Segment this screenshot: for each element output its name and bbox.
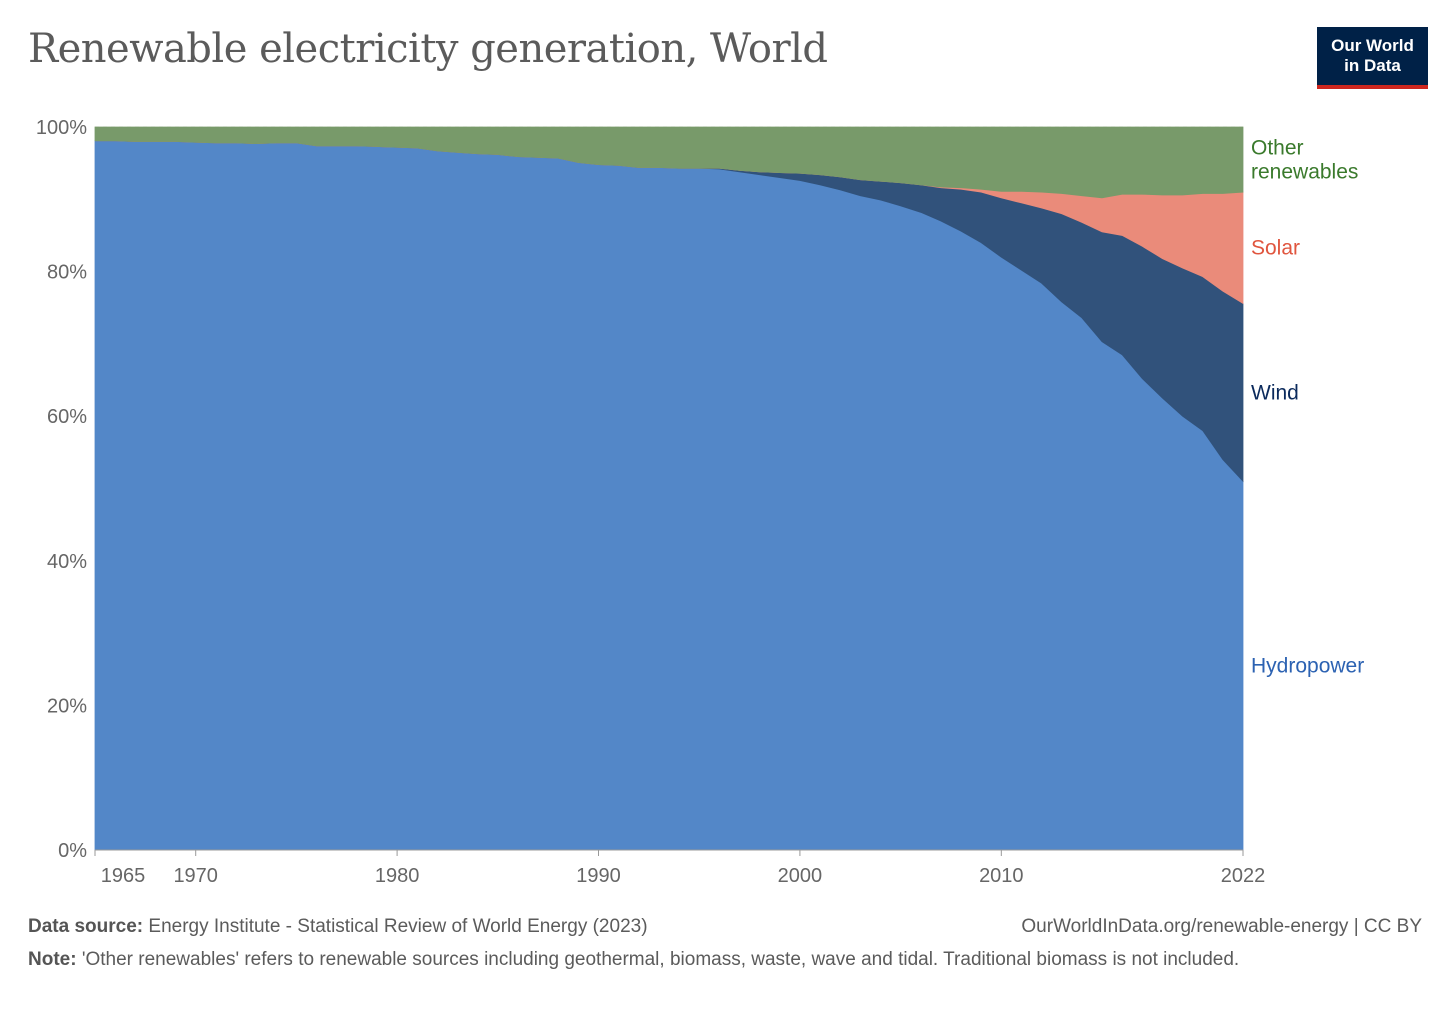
x-tick-label: 1965 [101, 865, 146, 887]
y-tick-label: 0% [58, 840, 87, 862]
x-tick-label: 2010 [979, 865, 1024, 887]
chart-title: Renewable electricity generation, World [28, 26, 828, 72]
legend-label-wind: Wind [1251, 381, 1299, 404]
y-tick-label: 80% [47, 262, 87, 284]
x-tick-label: 1970 [173, 865, 218, 887]
logo-line-2: in Data [1344, 56, 1401, 75]
y-tick-label: 20% [47, 695, 87, 717]
source-url[interactable]: OurWorldInData.org/renewable-energy | CC… [1021, 916, 1422, 937]
x-tick-label: 2022 [1221, 865, 1266, 887]
note-text: 'Other renewables' refers to renewable s… [81, 949, 1240, 970]
source-text: Energy Institute - Statistical Review of… [148, 916, 648, 937]
data-source: Data source: Energy Institute - Statisti… [28, 916, 648, 938]
legend-label-solar: Solar [1251, 237, 1300, 260]
note: Note: 'Other renewables' refers to renew… [28, 947, 1398, 972]
logo-line-1: Our World [1331, 36, 1414, 55]
y-tick-label: 60% [47, 406, 87, 428]
owid-logo[interactable]: Our World in Data [1317, 27, 1428, 89]
x-tick-label: 1990 [576, 865, 621, 887]
x-tick-label: 2000 [778, 865, 823, 887]
y-tick-label: 100% [36, 117, 87, 139]
area-other-renewables [94, 126, 1244, 199]
note-label: Note: [28, 949, 77, 970]
legend-label-other-renewables: Other [1251, 137, 1304, 160]
legend-label-hydropower: Hydropower [1251, 655, 1364, 678]
x-tick-label: 1980 [375, 865, 420, 887]
y-tick-label: 40% [47, 551, 87, 573]
legend-label-other-renewables: renewables [1251, 161, 1358, 184]
source-label: Data source: [28, 916, 144, 937]
